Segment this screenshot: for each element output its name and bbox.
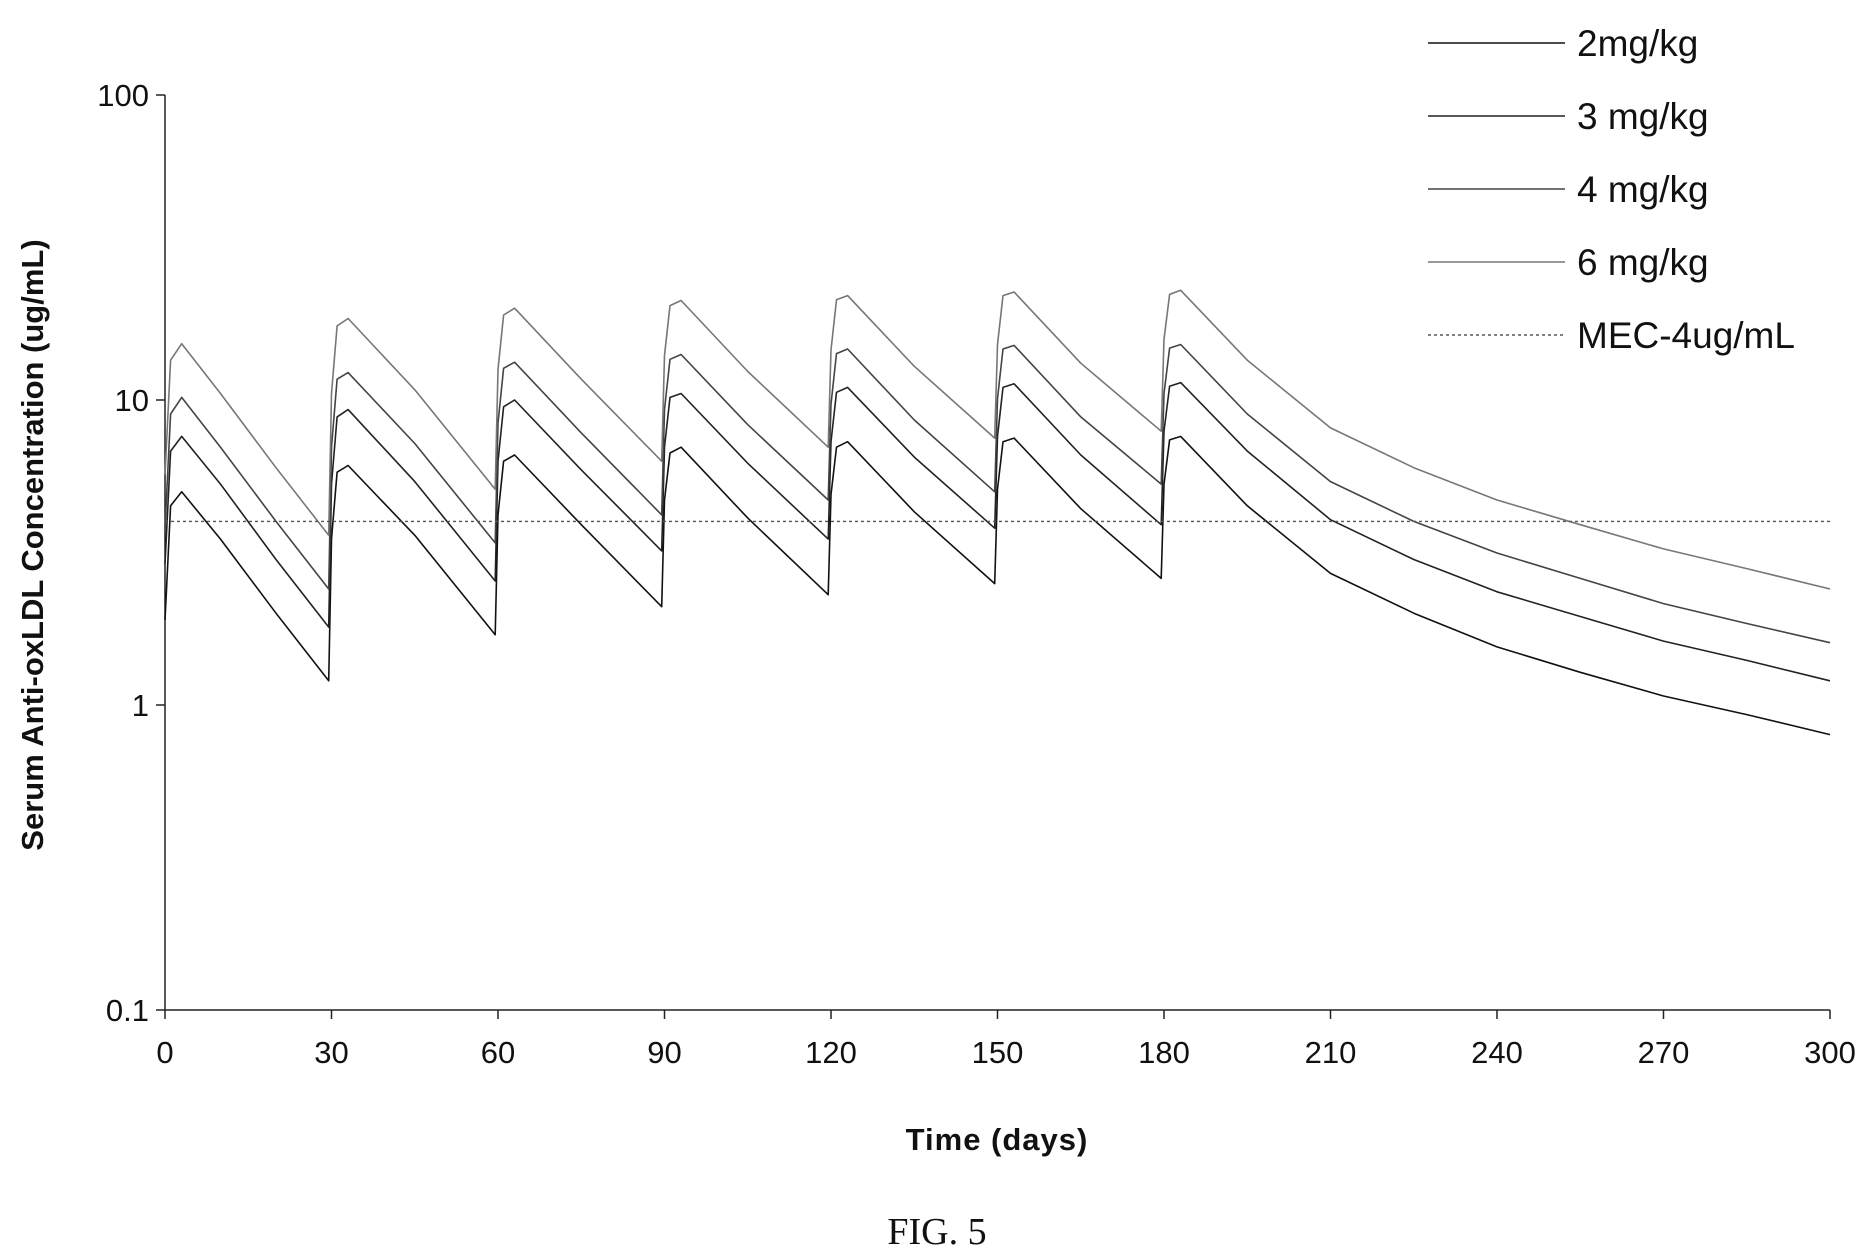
plot-area: 0.1 1 10 100 0 30 60 90 120 150 180 210 240 270 300 (97, 78, 1856, 1070)
legend-label: 3 mg/kg (1577, 96, 1709, 137)
x-tick-label: 30 (314, 1035, 348, 1070)
x-tick-label: 0 (156, 1035, 173, 1070)
x-tick-label: 210 (1305, 1035, 1357, 1070)
series-line (164, 343, 1831, 644)
y-ticks: 0.1 1 10 100 (97, 78, 165, 1028)
series-layer (164, 289, 1831, 736)
legend-label: MEC-4ug/mL (1577, 315, 1795, 356)
legend-label: 6 mg/kg (1577, 242, 1709, 283)
y-tick-label: 0.1 (106, 993, 149, 1028)
x-tick-label: 180 (1138, 1035, 1190, 1070)
x-ticks: 0 30 60 90 120 150 180 210 240 270 300 (156, 1010, 1856, 1070)
legend-label: 4 mg/kg (1577, 169, 1709, 210)
y-tick-label: 10 (115, 383, 149, 418)
x-tick-label: 60 (481, 1035, 515, 1070)
legend: 2mg/kg 3 mg/kg 4 mg/kg 6 mg/kg MEC-4ug/mL (1428, 23, 1795, 356)
x-tick-label: 240 (1471, 1035, 1523, 1070)
x-axis-title: Time (days) (906, 1122, 1089, 1157)
series-line (164, 289, 1831, 590)
legend-label: 2mg/kg (1577, 23, 1698, 64)
x-tick-label: 150 (972, 1035, 1024, 1070)
y-tick-label: 1 (132, 688, 149, 723)
x-tick-label: 270 (1638, 1035, 1690, 1070)
x-tick-label: 120 (805, 1035, 857, 1070)
series-line (164, 381, 1831, 682)
series-line (164, 435, 1831, 736)
y-axis-title: Serum Anti-oxLDL Concentration (ug/mL) (15, 239, 50, 850)
figure-caption: FIG. 5 (887, 1211, 986, 1253)
x-tick-label: 300 (1804, 1035, 1856, 1070)
y-tick-label: 100 (97, 78, 149, 113)
x-tick-label: 90 (647, 1035, 681, 1070)
